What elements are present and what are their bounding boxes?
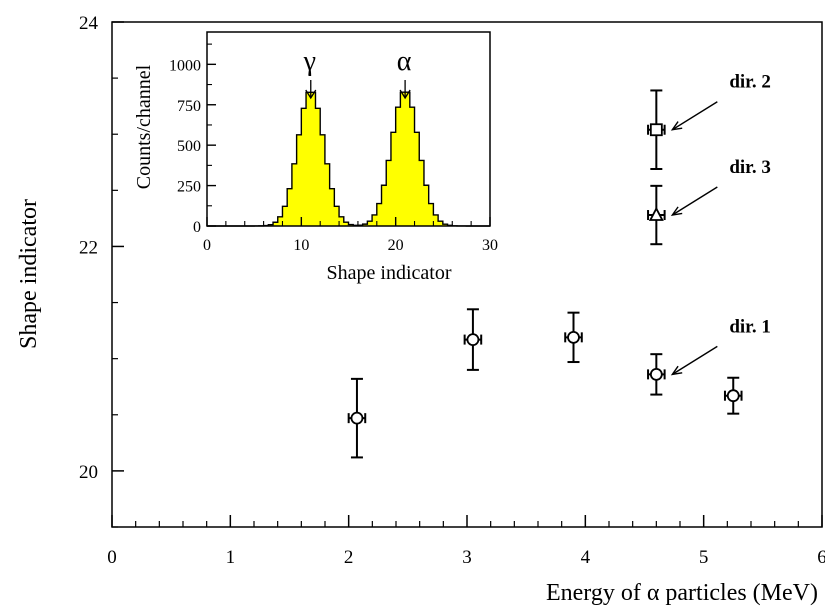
- data-point-circle: [649, 367, 663, 381]
- annotation-arrow: [671, 345, 718, 375]
- main-data-marks: dir. 2 dir. 3 dir. 1: [347, 72, 771, 459]
- inset-y-tick-label: 750: [177, 98, 201, 115]
- gamma-peak-label: γ: [303, 46, 316, 77]
- annotation-arrow: [671, 101, 718, 131]
- inset-x-axis-title: Shape indicator: [327, 262, 452, 284]
- data-point-circle: [466, 333, 480, 346]
- inset-y-tick-label: 1000: [169, 57, 201, 74]
- x-tick-label: 5: [699, 547, 709, 568]
- main-axis-ticks: 0 1 2 3 4 5 6 20 22 24: [79, 13, 825, 568]
- inset-y-tick-label: 500: [177, 138, 201, 155]
- x-tick-label: 6: [817, 547, 825, 568]
- y-axis-title: Shape indicator: [16, 199, 42, 349]
- inset-plot-frame: [206, 31, 491, 227]
- dir-2-label: dir. 2: [729, 72, 771, 93]
- inset-x-tick-label: 30: [482, 237, 498, 254]
- data-point-circle: [726, 389, 740, 403]
- peak-arrowhead: [399, 89, 411, 100]
- inset-y-tick-label: 250: [177, 179, 201, 196]
- y-tick-label: 22: [79, 237, 98, 258]
- data-point-triangle: [648, 206, 664, 221]
- inset-x-tick-label: 20: [388, 237, 404, 254]
- peak-arrowhead: [305, 89, 317, 100]
- annotation-arrowhead: [670, 365, 683, 376]
- x-tick-label: 4: [581, 547, 591, 568]
- inset-y-axis-title: Counts/channel: [133, 64, 155, 189]
- dir-3-label: dir. 3: [729, 157, 771, 178]
- x-tick-label: 2: [344, 547, 354, 568]
- inset-x-tick-label: 0: [203, 237, 211, 254]
- data-point-circle: [567, 330, 580, 344]
- data-point-circle: [350, 411, 364, 425]
- y-tick-label: 20: [79, 462, 98, 483]
- annotation-arrow: [671, 186, 718, 216]
- x-tick-label: 1: [226, 547, 236, 568]
- alpha-peak-label: α: [397, 46, 412, 77]
- x-tick-label: 0: [107, 547, 117, 568]
- histogram-fill: [207, 92, 490, 226]
- x-axis-title: Energy of α particles (MeV): [546, 580, 818, 606]
- dir-1-label: dir. 1: [729, 316, 771, 337]
- y-tick-label: 24: [79, 13, 99, 34]
- inset-background: [207, 32, 490, 226]
- inset-x-tick-label: 10: [293, 237, 309, 254]
- annotation-arrowhead: [670, 206, 683, 216]
- x-tick-label: 3: [462, 547, 472, 568]
- annotation-arrowhead: [670, 121, 683, 131]
- inset-y-tick-label: 0: [193, 219, 201, 236]
- inset-axis-ticks: 0 10 20 30 0 250 500 750 1000: [169, 43, 498, 254]
- data-point-square: [649, 123, 663, 137]
